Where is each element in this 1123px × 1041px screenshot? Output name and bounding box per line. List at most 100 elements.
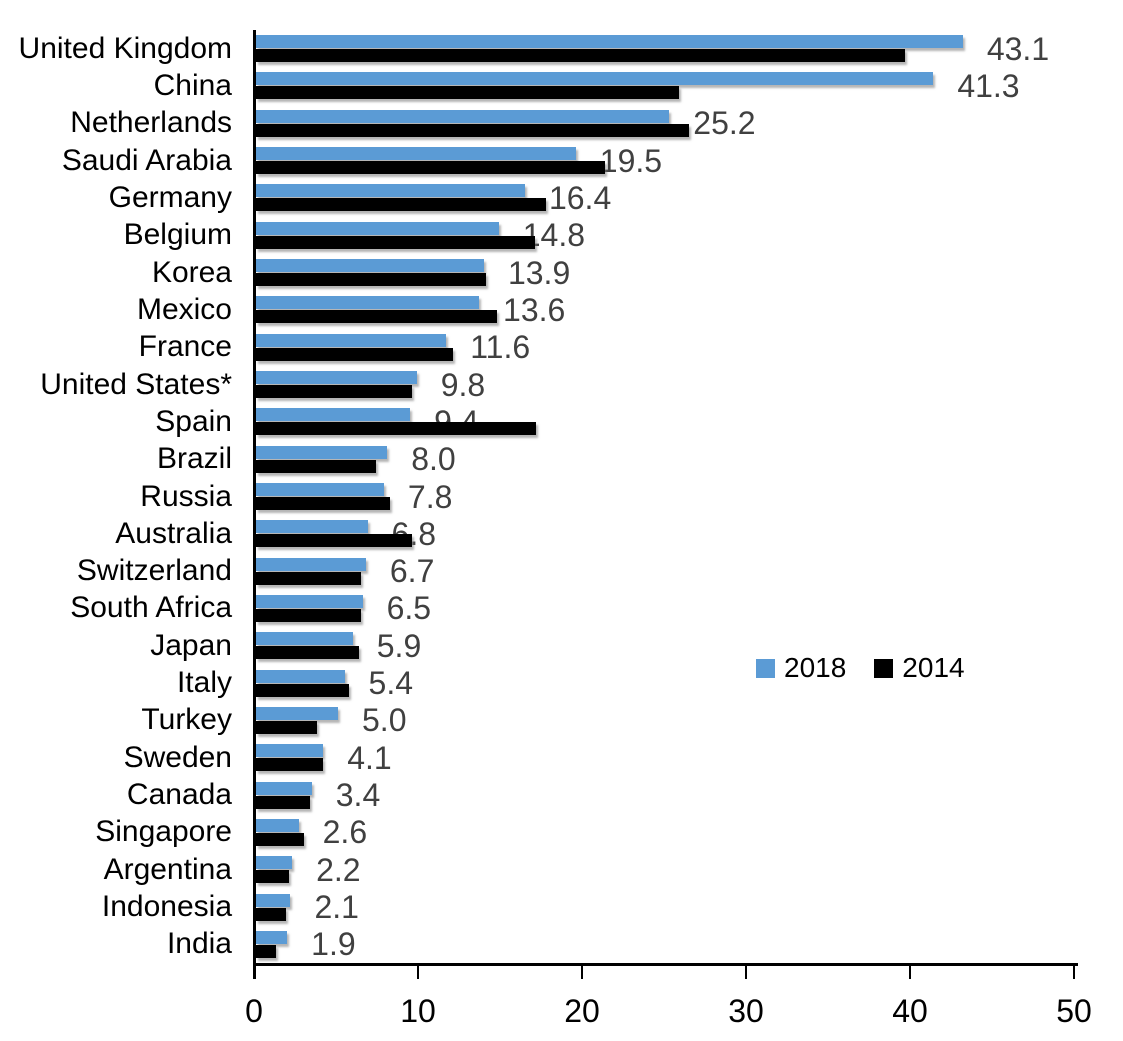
bar-2014 [256, 422, 537, 436]
x-tick-mark [745, 966, 747, 979]
x-tick-mark [1073, 966, 1075, 979]
category-label: United States* [40, 367, 232, 401]
bar-2014 [256, 571, 361, 585]
bar-2018 [256, 147, 576, 161]
category-label: Spain [155, 404, 232, 438]
bar-2018 [256, 109, 670, 123]
bar-2014 [256, 720, 317, 734]
bar-2018 [256, 781, 312, 795]
bar-2014 [256, 123, 689, 137]
category-label: Argentina [103, 852, 232, 886]
legend-label-2018: 2018 [784, 652, 847, 683]
bar-2014 [256, 347, 453, 361]
bar-2018 [256, 371, 417, 385]
x-tick-mark [581, 966, 583, 979]
data-label-2018: 13.6 [503, 291, 566, 328]
category-label: Sweden [123, 740, 232, 774]
bar-2014 [256, 608, 361, 622]
x-tick-mark [909, 966, 911, 979]
data-label-2018: 5.4 [368, 665, 414, 702]
category-label: Russia [140, 479, 232, 513]
x-tick-mark [253, 966, 255, 979]
bar-2018 [256, 184, 525, 198]
bar-2018 [256, 296, 480, 310]
data-label-2018: 9.8 [440, 366, 486, 403]
bar-2018 [256, 72, 934, 86]
bar-2018 [256, 893, 291, 907]
legend-item-2014: 2014 [874, 652, 965, 683]
data-label-2018: 2.1 [314, 889, 359, 926]
data-label-2018: 25.2 [693, 105, 756, 142]
bar-2018 [256, 818, 299, 832]
category-label: Japan [150, 628, 232, 662]
data-label-2018: 7.8 [407, 478, 453, 515]
category-label: Indonesia [101, 890, 232, 924]
x-tick-label: 0 [245, 993, 263, 1029]
bar-2014 [256, 310, 498, 324]
data-label-2018: 43.1 [986, 30, 1050, 67]
bar-2018 [256, 333, 447, 347]
category-label: Korea [151, 255, 232, 289]
bar-2018 [256, 856, 293, 870]
category-label: Belgium [123, 218, 232, 252]
bar-2014 [256, 161, 606, 175]
bar-2018 [256, 706, 338, 720]
category-label: Netherlands [70, 106, 232, 140]
bar-2014 [256, 534, 412, 548]
category-label: Italy [176, 666, 232, 700]
bar-2014 [256, 497, 391, 510]
bar-2018 [256, 632, 353, 646]
category-label: Mexico [136, 292, 232, 326]
category-label: United Kingdom [18, 31, 232, 65]
bar-2018 [256, 930, 288, 944]
legend-label-2014: 2014 [902, 652, 965, 683]
x-tick-label: 20 [564, 993, 600, 1029]
data-label-2018: 1.9 [311, 926, 356, 963]
bar-2014 [256, 870, 289, 884]
bar-2018 [256, 35, 963, 49]
data-label-2018: 6.5 [386, 590, 432, 627]
legend-item-2018: 2018 [756, 654, 846, 682]
bar-2018 [256, 259, 484, 273]
category-label: South Africa [70, 591, 232, 625]
x-tick-label: 30 [728, 993, 764, 1029]
data-label-2018: 19.5 [599, 142, 663, 179]
bar-2018 [256, 669, 345, 683]
bar-2018 [256, 221, 499, 235]
bar-2018 [256, 520, 368, 534]
bar-2014 [256, 758, 324, 772]
bar-2018 [256, 744, 324, 758]
data-label-2018: 16.4 [548, 179, 612, 216]
data-label-2018: 11.6 [470, 329, 531, 366]
x-tick-label: 50 [1056, 993, 1092, 1029]
x-tick-label: 40 [892, 993, 928, 1029]
category-label: Saudi Arabia [61, 143, 232, 177]
data-label-2018: 6.7 [389, 553, 435, 590]
bar-2014 [256, 459, 376, 473]
x-tick-label: 10 [400, 993, 436, 1029]
data-label-2018: 41.3 [957, 67, 1020, 104]
x-axis-line [253, 963, 1078, 966]
bar-2014 [256, 49, 906, 63]
category-label: China [153, 68, 232, 102]
category-label: Brazil [156, 442, 232, 476]
data-label-2018: 3.4 [335, 777, 381, 814]
category-label: Canada [126, 778, 232, 812]
bar-2014 [256, 832, 304, 846]
bar-2018 [256, 557, 366, 571]
legend-swatch-2018-icon [756, 658, 775, 678]
data-label-2018: 5.0 [362, 702, 407, 739]
bar-2014 [256, 646, 360, 660]
bar-2014 [256, 273, 486, 287]
data-label-2018: 4.1 [347, 739, 392, 776]
data-label-2018: 13.9 [507, 254, 571, 291]
category-label: France [138, 330, 232, 364]
bar-2014 [256, 683, 350, 697]
bar-2014 [256, 86, 680, 100]
bar-2014 [256, 385, 412, 399]
category-label: Switzerland [76, 554, 232, 588]
data-label-2018: 5.9 [376, 627, 422, 664]
category-label: Turkey [141, 703, 232, 737]
legend-swatch-2014-icon [874, 658, 894, 678]
